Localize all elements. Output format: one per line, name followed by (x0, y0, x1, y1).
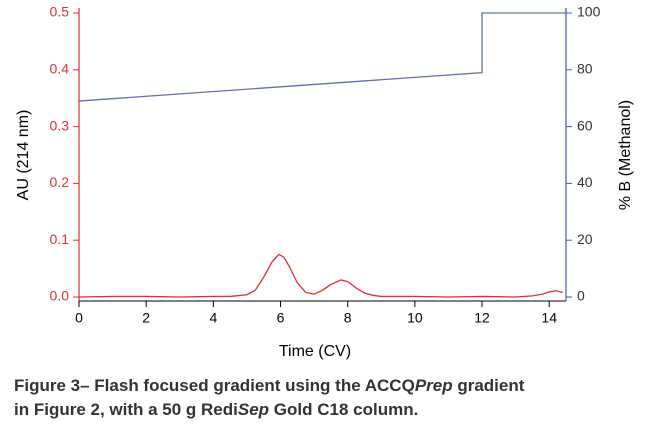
series-line (78, 253, 563, 298)
y2-tick-label: 40 (577, 174, 593, 190)
y-tick-label: 0.3 (50, 117, 70, 133)
chart: Time (CV) AU (214 nm) % B (Methanol) 0 2 4… (15, 4, 634, 361)
x-tick-label: 14 (541, 310, 557, 326)
caption: Figure 3– Flash focused gradient using t… (14, 374, 524, 422)
caption-text: Figure 3– Flash focused gradient using t… (14, 376, 415, 395)
y-tick-label: 0.0 (50, 288, 70, 304)
caption-text: Prep (414, 376, 453, 395)
caption-text: Gold C18 column. (269, 400, 419, 419)
x-tick-label: 10 (407, 310, 423, 326)
y2-tick-label: 20 (577, 231, 593, 247)
y2-tick-label: 100 (577, 4, 601, 20)
series-line (78, 12, 566, 102)
x-tick-label: 12 (474, 310, 490, 326)
y-tick-label: 0.1 (50, 231, 70, 247)
y-tick-label: 0.4 (50, 61, 70, 77)
caption-text: gradient (452, 376, 525, 395)
y-tick-label: 0.5 (50, 4, 70, 20)
x-tick-label: 0 (75, 310, 83, 326)
caption-text: Sep (237, 400, 270, 419)
y2-tick-label: 80 (577, 61, 593, 77)
caption-line: Figure 3– Flash focused gradient using t… (14, 374, 524, 398)
x-axis-label: Time (CV) (279, 343, 351, 360)
x-tick-label: 4 (209, 310, 217, 326)
caption-line: in Figure 2, with a 50 g RediSep Gold C1… (14, 398, 524, 422)
y-tick-label: 0.2 (50, 174, 70, 190)
x-tick-label: 2 (142, 310, 150, 326)
y-axis-label: AU (214 nm) (15, 110, 32, 201)
caption-text: in Figure 2, with a 50 g Redi (14, 400, 238, 419)
y2-tick-label: 60 (577, 117, 593, 133)
x-tick-label: 6 (277, 310, 285, 326)
y2-tick-label: 0 (577, 288, 585, 304)
y2-axis-label: % B (Methanol) (617, 100, 634, 210)
x-tick-label: 8 (344, 310, 352, 326)
